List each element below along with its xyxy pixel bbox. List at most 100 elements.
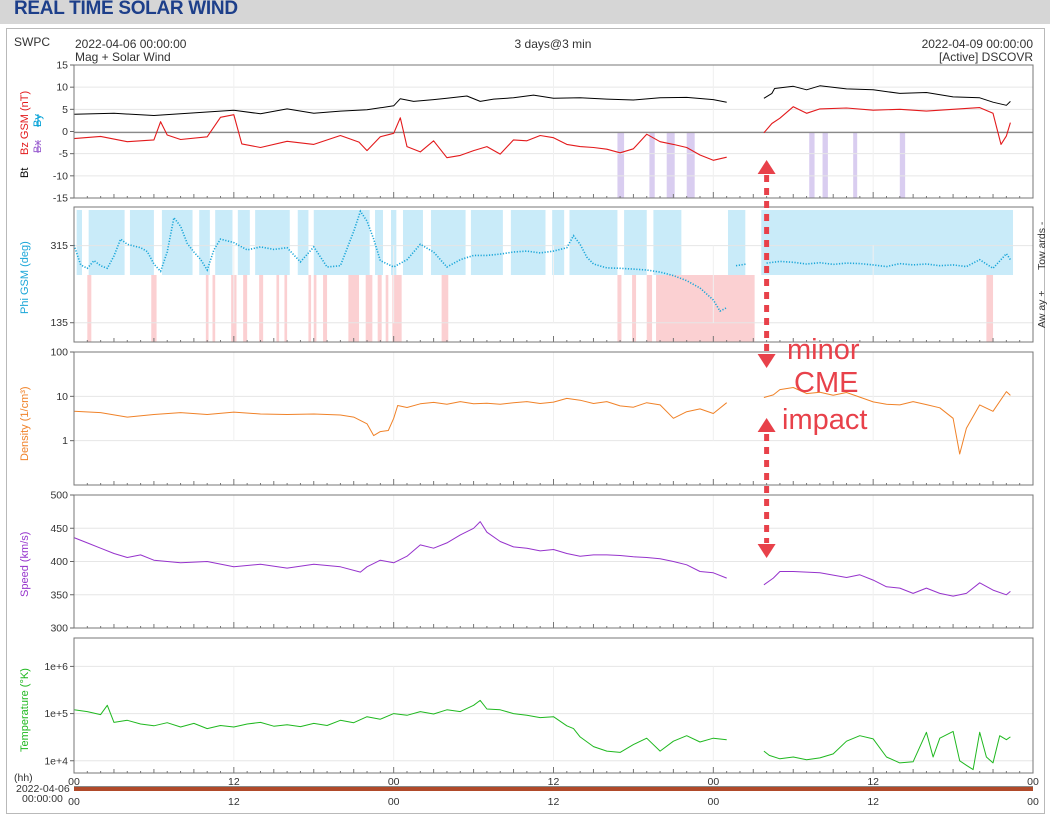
toward-band-3 xyxy=(161,210,193,275)
mag-tick-label-0: 15 xyxy=(56,60,68,72)
toward-band-17 xyxy=(569,210,618,275)
away-band-21 xyxy=(656,275,755,342)
phi-panel: 315 135 Phi GSM (deg) Tow ards - Aw ay + xyxy=(19,206,1048,343)
speed-line-segment-0 xyxy=(73,521,727,579)
toward-band-8 xyxy=(297,210,309,275)
density-panel: 100 10 1 Density (1/cm³) xyxy=(19,347,1034,486)
x-bottom-tick-label-5: 12 xyxy=(867,796,879,808)
away-band-12 xyxy=(348,275,360,342)
toward-band-18 xyxy=(624,210,647,275)
density-tick-label-2: 1 xyxy=(62,435,68,447)
x-top-tick-label-5: 12 xyxy=(867,776,879,788)
x-top-tick-label-4: 00 xyxy=(707,776,719,788)
toward-band-2 xyxy=(129,210,154,275)
toward-band-7 xyxy=(255,210,290,275)
temperature-line-segment-1 xyxy=(763,730,1011,771)
x-axis: (hh) 2022-04-06 00:00:00 00 00 12 12 00 00 12 1… xyxy=(14,772,1039,808)
x-bottom-tick-label-2: 00 xyxy=(388,796,400,808)
away-band-3 xyxy=(212,275,216,342)
lower-arrow-head-bottom xyxy=(757,544,776,558)
away-band-10 xyxy=(313,275,317,342)
southward-band-6 xyxy=(853,131,858,198)
phi-series-segment-0 xyxy=(73,209,728,313)
temperature-panel: 1e+6 1e+5 1e+4 Temperature (°K) xyxy=(19,637,1034,774)
away-band-19 xyxy=(632,275,637,342)
temp-tick-label-1: 1e+5 xyxy=(44,708,68,720)
time-span: 3 days@3 min xyxy=(515,37,592,51)
density-line-segment-0 xyxy=(73,397,728,437)
toward-band-20 xyxy=(727,210,746,275)
cme-annotation: minor CME impact xyxy=(757,160,867,558)
upper-arrow-head-bottom xyxy=(757,354,776,368)
density-line-segment-1 xyxy=(763,387,1011,455)
southward-band-4 xyxy=(809,131,815,198)
x-start-date: 2022-04-06 xyxy=(16,783,70,795)
x-top-tick-label-6: 00 xyxy=(1027,776,1039,788)
mag-ylabel-by: By xyxy=(32,114,44,127)
bt-line-segment-0 xyxy=(73,94,727,116)
x-unit-label: (hh) xyxy=(14,772,33,784)
toward-label: Tow ards - xyxy=(1036,221,1048,270)
away-band-8 xyxy=(284,275,288,342)
x-top-tick-label-3: 12 xyxy=(548,776,560,788)
toward-band-4 xyxy=(199,210,210,275)
away-band-7 xyxy=(276,275,280,342)
phi-series-segment-1 xyxy=(735,263,747,267)
bz-line-segment-1 xyxy=(763,106,1011,145)
toward-band-16 xyxy=(552,210,565,275)
away-band-18 xyxy=(617,275,622,342)
away-label: Aw ay + xyxy=(1036,291,1048,328)
speed-tick-label-3: 350 xyxy=(50,589,68,601)
mag-tick-label-3: 0 xyxy=(62,126,68,138)
x-top-tick-label-0: 00 xyxy=(68,776,80,788)
x-top-tick-label-1: 12 xyxy=(228,776,240,788)
lower-arrow-head-top xyxy=(757,418,776,432)
mag-ylabel-bx: Bx xyxy=(32,140,44,153)
away-band-5 xyxy=(243,275,248,342)
upper-arrow-head-top xyxy=(757,160,776,174)
toward-band-12 xyxy=(402,210,423,275)
away-band-0 xyxy=(87,275,92,342)
density-tick-label-1: 10 xyxy=(56,391,68,403)
mag-ylabel-bz: Bz GSM (nT) xyxy=(19,91,31,155)
temperature-line-segment-0 xyxy=(73,699,727,753)
annotation-line-1: minor xyxy=(787,334,860,366)
mag-tick-label-2: 5 xyxy=(62,104,68,116)
away-band-17 xyxy=(441,275,449,342)
x-bottom-tick-label-0: 00 xyxy=(68,796,80,808)
x-start-time: 00:00:00 xyxy=(22,793,63,805)
plot-frame xyxy=(6,28,1045,814)
temp-tick-label-2: 1e+4 xyxy=(44,755,68,767)
toward-band-19 xyxy=(653,210,682,275)
temp-tick-label-0: 1e+6 xyxy=(44,661,68,673)
phi-ylabel: Phi GSM (deg) xyxy=(19,241,31,314)
southward-band-3 xyxy=(686,131,695,198)
toward-band-10 xyxy=(375,210,384,275)
toward-band-9 xyxy=(313,210,370,275)
speed-tick-label-4: 300 xyxy=(50,623,68,635)
southward-band-1 xyxy=(649,131,655,198)
data-source: [Active] DSCOVR xyxy=(939,50,1033,64)
end-time: 2022-04-09 00:00:00 xyxy=(922,37,1034,51)
mag-tick-label-1: 10 xyxy=(56,82,68,94)
annotation-line-2: CME xyxy=(794,367,858,399)
toward-band-21 xyxy=(761,210,1014,275)
time-slider-bar[interactable] xyxy=(74,787,1033,791)
toward-band-15 xyxy=(510,210,546,275)
away-band-20 xyxy=(646,275,653,342)
toward-band-5 xyxy=(215,210,233,275)
away-band-16 xyxy=(392,275,402,342)
away-band-14 xyxy=(377,275,382,342)
phi-tick-label-1: 135 xyxy=(50,317,68,329)
away-band-1 xyxy=(151,275,157,342)
toward-band-11 xyxy=(391,210,397,275)
toward-band-0 xyxy=(76,210,82,275)
speed-panel: 500 450 400 350 300 Speed (km/s) xyxy=(19,490,1034,635)
temperature-ylabel: Temperature (°K) xyxy=(19,668,31,752)
speed-tick-label-1: 450 xyxy=(50,523,68,535)
mag-ylabel-bt: Bt xyxy=(19,168,31,178)
toward-band-14 xyxy=(470,210,503,275)
mag-panel: 15 10 5 0 -5 -10 -15 Bt Bz GSM (nT) Bx By xyxy=(19,60,1034,205)
phi-series-segment-2 xyxy=(766,252,1012,270)
